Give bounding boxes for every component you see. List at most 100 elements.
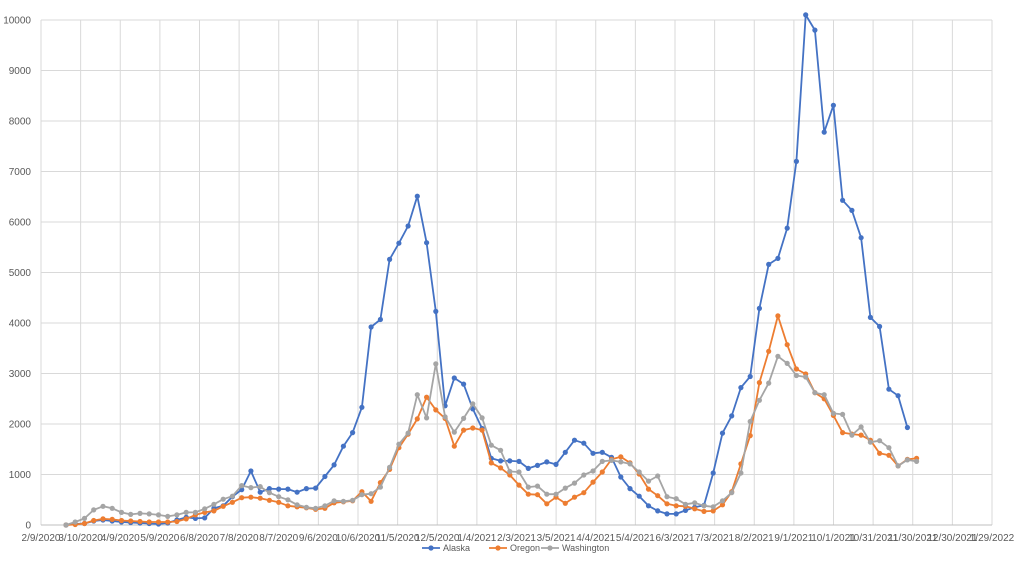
data-point — [710, 508, 716, 514]
data-point — [211, 508, 217, 514]
data-point — [627, 461, 633, 467]
data-point — [285, 486, 291, 492]
data-point — [257, 495, 263, 501]
data-point — [220, 496, 226, 502]
data-point — [562, 485, 568, 491]
data-point — [368, 491, 374, 497]
x-tick-label: 7/8/2020 — [220, 533, 259, 544]
x-tick-label: 9/6/2020 — [299, 533, 338, 544]
data-point — [525, 465, 531, 471]
data-point — [849, 207, 855, 213]
data-point — [858, 424, 864, 430]
data-point — [747, 433, 753, 439]
data-point — [793, 372, 800, 379]
data-point — [571, 494, 578, 500]
data-point — [784, 360, 790, 366]
x-tick-label: 2/9/2020 — [22, 533, 61, 544]
data-point — [664, 511, 670, 517]
data-point — [239, 495, 245, 501]
data-point — [109, 505, 115, 511]
data-point — [729, 413, 735, 419]
x-tick-label: 8/7/2020 — [259, 533, 298, 544]
data-point — [618, 474, 624, 480]
data-point — [387, 256, 393, 262]
data-point — [81, 515, 88, 522]
data-point — [266, 486, 272, 492]
data-point — [63, 522, 69, 528]
data-point — [451, 429, 457, 435]
data-point — [895, 393, 901, 399]
data-point — [534, 492, 541, 498]
data-point — [396, 441, 402, 447]
data-point — [470, 401, 476, 407]
data-point — [229, 493, 235, 499]
data-point — [655, 508, 661, 514]
data-point — [673, 496, 679, 502]
data-point — [183, 516, 189, 522]
data-point — [118, 517, 125, 524]
data-point — [756, 397, 763, 403]
data-point — [664, 494, 670, 500]
data-point — [590, 450, 596, 456]
data-point — [534, 462, 541, 468]
data-point — [211, 501, 217, 507]
data-point — [174, 518, 180, 525]
data-point — [840, 430, 846, 436]
data-point — [562, 500, 568, 506]
data-point — [507, 458, 513, 464]
data-point — [766, 348, 772, 354]
x-tick-label: 8/2/2021 — [735, 533, 774, 544]
data-point — [202, 506, 208, 512]
data-point — [100, 516, 106, 522]
y-tick-label: 10000 — [3, 16, 31, 27]
data-point — [165, 519, 171, 525]
data-point — [544, 491, 550, 497]
x-tick-label: 1/4/2021 — [457, 533, 496, 544]
data-point — [340, 498, 346, 504]
x-tick-label: 11/5/2020 — [376, 533, 420, 544]
data-point — [359, 404, 365, 410]
data-point — [202, 515, 208, 521]
data-point — [488, 442, 494, 448]
x-tick-label: 12/5/2020 — [415, 533, 460, 544]
data-point — [91, 517, 97, 524]
data-point — [803, 12, 809, 18]
data-point — [433, 308, 439, 314]
data-point — [525, 484, 531, 490]
x-tick-label: 4/4/2021 — [576, 533, 615, 544]
data-point — [368, 498, 374, 504]
data-point — [248, 494, 254, 500]
data-point — [886, 452, 892, 458]
data-point — [784, 342, 790, 348]
y-tick-label: 5000 — [9, 268, 32, 279]
data-point — [655, 493, 661, 499]
data-point — [645, 503, 652, 509]
data-point — [146, 519, 152, 525]
data-point — [285, 497, 291, 503]
data-point — [470, 425, 476, 431]
data-point — [257, 489, 263, 495]
data-point — [738, 470, 744, 476]
data-point — [664, 501, 670, 507]
data-point — [81, 520, 88, 527]
y-axis-tick-labels: 0 1000 2000 3000 4000 5000 6000 7000 8000 9000 100… — [3, 16, 31, 532]
legend-swatch-marker — [547, 545, 553, 551]
data-point — [331, 462, 337, 468]
data-point — [257, 484, 263, 490]
data-point — [581, 440, 587, 446]
legend: Alaska Oregon Washington — [422, 543, 609, 553]
data-point — [303, 504, 309, 510]
x-tick-label: 2/3/2021 — [497, 533, 536, 544]
data-point — [331, 498, 337, 504]
data-point — [276, 494, 282, 500]
data-point — [590, 479, 596, 485]
data-point — [793, 158, 800, 164]
data-point — [821, 392, 827, 398]
data-point — [461, 381, 467, 387]
x-tick-label: 5/4/2021 — [616, 533, 655, 544]
data-point — [442, 414, 448, 420]
data-point — [266, 490, 272, 496]
y-tick-label: 1000 — [9, 470, 32, 481]
